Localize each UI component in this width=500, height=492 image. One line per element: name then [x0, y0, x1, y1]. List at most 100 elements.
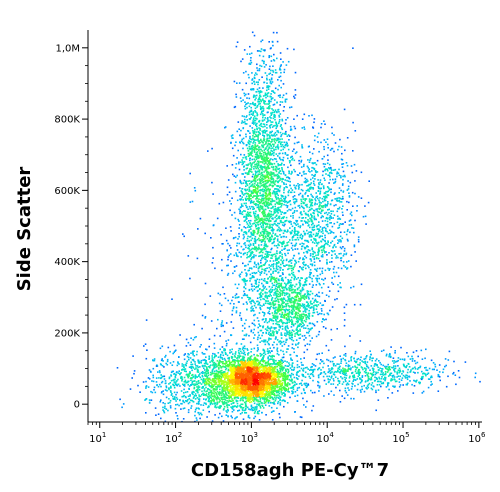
event-point — [262, 134, 264, 136]
event-point — [281, 101, 284, 103]
event-point — [269, 180, 272, 183]
event-point — [273, 370, 276, 373]
event-point — [231, 375, 233, 377]
event-point — [244, 156, 247, 159]
event-point — [247, 244, 250, 247]
event-point — [257, 223, 259, 226]
event-point — [280, 202, 282, 205]
event-point — [251, 31, 254, 34]
event-point — [274, 69, 277, 71]
event-point — [281, 298, 284, 301]
event-point — [262, 55, 265, 58]
event-point — [252, 192, 254, 195]
event-point — [261, 375, 264, 377]
event-point — [277, 194, 279, 197]
event-point — [293, 48, 295, 51]
event-point — [252, 208, 254, 210]
event-point — [215, 378, 218, 380]
event-point — [270, 166, 273, 168]
event-point — [250, 258, 252, 260]
event-point — [277, 130, 279, 132]
event-point — [258, 142, 260, 144]
event-point — [239, 355, 242, 358]
event-point — [263, 397, 265, 399]
event-point — [266, 173, 268, 176]
event-point — [237, 362, 240, 364]
event-point — [263, 81, 266, 84]
event-point — [277, 389, 279, 392]
event-point — [286, 186, 288, 189]
event-point — [259, 296, 261, 299]
event-point — [252, 129, 254, 132]
event-point — [264, 229, 266, 232]
event-point — [271, 135, 274, 137]
event-point — [253, 393, 256, 395]
event-point — [201, 365, 204, 368]
event-point — [256, 88, 259, 91]
event-point — [243, 161, 246, 163]
event-point — [270, 235, 273, 238]
event-point — [277, 212, 279, 214]
event-point — [270, 338, 272, 340]
event-point — [268, 220, 270, 223]
event-point — [262, 188, 264, 190]
event-point — [258, 198, 260, 200]
event-point — [246, 147, 249, 150]
event-point — [283, 405, 285, 408]
event-point — [263, 231, 265, 234]
event-point — [273, 331, 275, 333]
event-point — [287, 292, 289, 295]
event-point — [286, 376, 288, 378]
event-point — [255, 134, 258, 137]
event-point — [255, 371, 257, 373]
event-point — [270, 141, 272, 143]
event-point — [214, 391, 217, 394]
event-point — [236, 157, 238, 159]
event-point — [250, 387, 253, 389]
event-point — [236, 405, 239, 407]
event-point — [240, 371, 243, 373]
event-point — [255, 398, 257, 400]
event-point — [280, 143, 282, 146]
event-point — [273, 375, 276, 377]
event-point — [218, 381, 221, 384]
event-point — [232, 374, 234, 377]
event-point — [260, 182, 262, 185]
event-point — [205, 390, 207, 393]
event-point — [264, 160, 266, 163]
event-point — [282, 273, 284, 276]
event-point — [260, 99, 262, 101]
event-point — [259, 129, 261, 131]
event-point — [257, 182, 259, 184]
event-point — [283, 106, 285, 108]
event-point — [251, 79, 253, 81]
event-point — [265, 219, 268, 222]
event-point — [256, 197, 258, 199]
event-point — [312, 307, 315, 309]
event-point — [260, 380, 262, 382]
event-point — [224, 386, 226, 389]
event-point — [276, 175, 279, 178]
event-point — [267, 350, 270, 353]
event-point — [266, 94, 268, 96]
event-point — [259, 133, 261, 135]
event-point — [242, 142, 245, 145]
event-point — [249, 118, 251, 120]
event-point — [247, 73, 250, 76]
event-point — [275, 268, 278, 270]
event-point — [271, 175, 273, 178]
event-point — [259, 113, 262, 116]
event-point — [259, 205, 262, 207]
event-point — [256, 227, 259, 230]
event-point — [280, 290, 282, 292]
event-point — [277, 311, 279, 313]
event-point — [266, 130, 268, 132]
event-point — [234, 405, 236, 407]
event-point — [241, 196, 243, 198]
event-point — [276, 246, 279, 249]
event-point — [257, 411, 259, 413]
event-point — [257, 134, 260, 136]
event-point — [276, 353, 279, 355]
event-point — [237, 149, 239, 152]
event-point — [273, 341, 275, 344]
